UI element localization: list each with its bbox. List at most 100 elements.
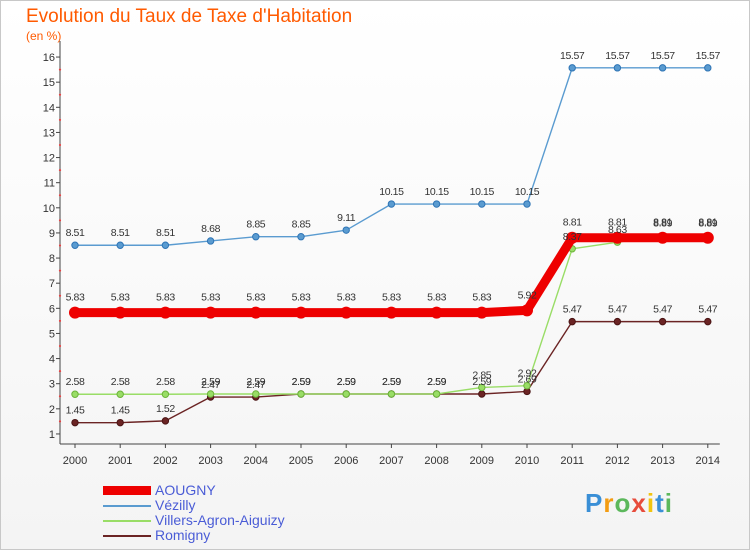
y-tick-label: 3 — [49, 379, 55, 391]
y-minor-tick — [58, 68, 62, 71]
logo-letter: P — [585, 488, 604, 518]
logo-letter: r — [603, 488, 615, 518]
data-point — [430, 306, 443, 319]
data-point — [71, 390, 79, 398]
y-tick-label: 12 — [43, 153, 55, 165]
x-tick-label: 2014 — [696, 455, 720, 467]
x-tick-label: 2006 — [334, 455, 358, 467]
data-label: 15.57 — [605, 50, 630, 62]
y-minor-tick — [58, 344, 62, 348]
chart-title: Evolution du Taux de Taxe d'Habitation — [26, 6, 353, 27]
data-label: 2.92 — [518, 368, 537, 380]
data-label: 5.47 — [698, 304, 717, 316]
x-tick-label: 2000 — [63, 455, 87, 467]
y-tick-label: 6 — [49, 303, 55, 315]
y-tick-label: 11 — [44, 178, 55, 190]
legend-label: Romigny — [155, 527, 211, 543]
x-tick-label: 2013 — [650, 455, 674, 467]
data-label: 5.83 — [156, 292, 175, 304]
data-point — [340, 306, 353, 319]
y-minor-tick — [58, 269, 62, 272]
x-tick-label: 2007 — [379, 455, 403, 467]
data-label: 5.83 — [66, 292, 85, 304]
data-label: 2.59 — [382, 376, 401, 388]
data-label: 2.58 — [156, 376, 175, 388]
data-point — [249, 306, 262, 319]
legend-swatch-villers-agron-aiguizy — [103, 519, 151, 522]
data-label: 5.83 — [337, 292, 356, 304]
data-label: 2.59 — [427, 376, 446, 388]
data-label: 8.51 — [156, 227, 175, 239]
x-tick-label: 2012 — [605, 455, 629, 467]
data-point — [252, 233, 260, 241]
y-minor-tick — [58, 244, 62, 247]
data-point — [613, 64, 622, 72]
data-label: 8.85 — [246, 219, 265, 231]
data-point — [161, 241, 170, 249]
data-label: 8.89 — [653, 218, 672, 230]
data-point — [342, 390, 350, 398]
y-minor-tick — [58, 169, 62, 172]
y-tick-label: 16 — [43, 52, 55, 64]
data-point — [704, 64, 712, 72]
data-point — [521, 304, 533, 317]
y-tick-label: 2 — [49, 404, 55, 416]
data-label: 8.51 — [66, 227, 85, 239]
y-tick-label: 14 — [43, 102, 55, 114]
data-label: 15.57 — [560, 50, 585, 62]
data-label: 2.47 — [246, 379, 265, 391]
data-label: 1.52 — [156, 403, 175, 415]
logo-letter: t — [655, 488, 665, 518]
data-point — [566, 231, 579, 244]
data-point — [116, 390, 124, 398]
y-minor-tick — [58, 319, 62, 322]
legend-swatch-aougny — [103, 486, 151, 495]
x-tick-label: 2005 — [289, 455, 313, 467]
data-point — [297, 233, 305, 241]
data-label: 2.85 — [472, 369, 491, 381]
x-tick-label: 2004 — [244, 455, 268, 467]
data-point — [658, 64, 667, 72]
data-point — [295, 306, 307, 319]
data-label: 8.51 — [111, 227, 130, 239]
legend-label: AOUGNY — [155, 482, 216, 498]
legend-item-romigny: Romigny — [103, 528, 285, 543]
y-minor-tick — [58, 93, 62, 96]
x-tick-label: 2008 — [424, 455, 448, 467]
data-point — [297, 390, 305, 398]
logo-letter: o — [614, 488, 632, 518]
data-point — [342, 226, 350, 234]
logo-letter: i — [646, 488, 656, 518]
y-minor-tick — [58, 395, 62, 398]
data-point — [568, 64, 576, 72]
data-point — [206, 237, 215, 245]
data-label: 15.57 — [696, 50, 721, 62]
proxiti-logo: Proxiti — [585, 488, 673, 519]
data-label: 9.11 — [337, 212, 356, 224]
data-label: 8.37 — [563, 231, 582, 243]
data-label: 8.81 — [563, 217, 582, 229]
legend-item-villers-agron-aiguizy: Villers-Agron-Aiguizy — [103, 513, 285, 528]
data-label: 5.83 — [472, 292, 491, 304]
legend: AOUGNY Vézilly Villers-Agron-Aiguizy Rom… — [103, 483, 285, 543]
data-point — [114, 306, 127, 319]
data-label: 2.58 — [66, 376, 85, 388]
data-label: 2.59 — [246, 376, 265, 388]
logo-letter: x — [631, 488, 647, 518]
data-point — [613, 317, 622, 326]
data-label: 2.47 — [201, 379, 220, 391]
data-label: 5.92 — [518, 289, 537, 301]
legend-label: Villers-Agron-Aiguizy — [155, 512, 285, 528]
data-label: 2.59 — [382, 376, 401, 388]
data-label: 5.83 — [111, 292, 130, 304]
x-tick-label: 2010 — [515, 455, 539, 467]
data-label: 5.83 — [382, 292, 401, 304]
data-point — [478, 390, 486, 398]
data-label: 10.15 — [379, 186, 404, 198]
data-label: 2.59 — [472, 376, 491, 388]
data-label: 5.47 — [653, 304, 672, 316]
x-tick-label: 2001 — [108, 455, 132, 467]
data-label: 5.83 — [427, 292, 446, 304]
